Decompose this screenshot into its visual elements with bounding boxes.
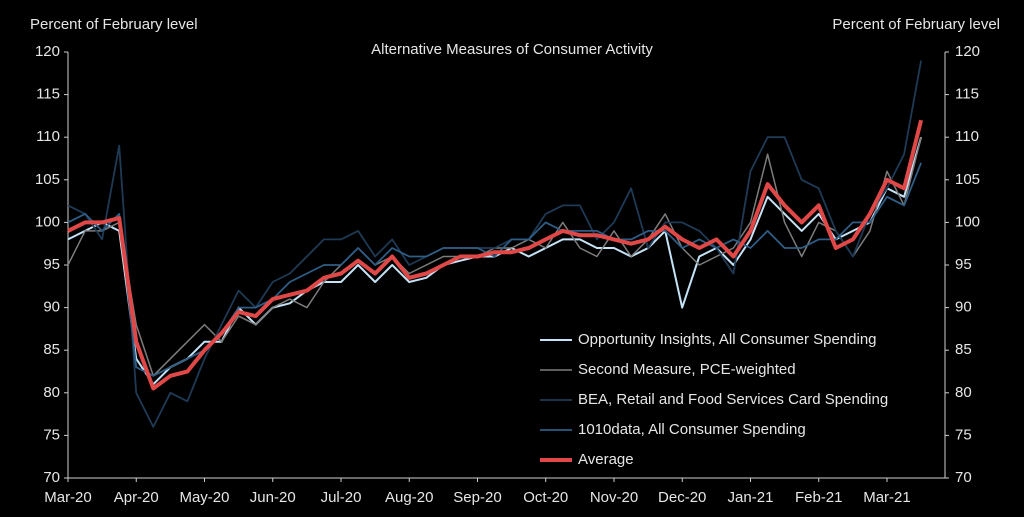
x-tick-label: Dec-20 xyxy=(658,489,706,506)
y-axis-label: Percent of February level xyxy=(30,16,198,33)
x-tick-label: Nov-20 xyxy=(590,489,638,506)
chart-title: Alternative Measures of Consumer Activit… xyxy=(371,41,653,58)
y2-tick-label: 120 xyxy=(955,43,980,60)
y-tick-label: 100 xyxy=(35,213,60,230)
x-tick-label: May-20 xyxy=(179,489,229,506)
legend-label: Opportunity Insights, All Consumer Spend… xyxy=(578,331,877,348)
series-line xyxy=(67,119,924,391)
y-tick-label: 85 xyxy=(43,341,60,358)
x-tick-label: Feb-21 xyxy=(795,489,843,506)
y2-axis-label: Percent of February level xyxy=(832,16,1000,33)
y-tick-label: 110 xyxy=(36,128,60,145)
y-tick-label: 75 xyxy=(43,426,60,443)
y-tick-label: 80 xyxy=(43,384,60,401)
y2-tick-label: 80 xyxy=(955,384,972,401)
x-tick-label: Oct-20 xyxy=(523,489,568,506)
y2-tick-label: 75 xyxy=(955,426,972,443)
y2-tick-label: 85 xyxy=(955,341,972,358)
y-tick-label: 95 xyxy=(43,256,60,273)
y2-tick-label: 115 xyxy=(955,86,979,103)
y-tick-label: 70 xyxy=(43,469,60,486)
y-tick-label: 115 xyxy=(36,86,60,103)
y-tick-label: 105 xyxy=(35,171,60,188)
y2-tick-label: 100 xyxy=(955,213,980,230)
x-tick-label: Jul-20 xyxy=(321,489,362,506)
legend-label: Second Measure, PCE-weighted xyxy=(578,361,796,378)
y2-tick-label: 90 xyxy=(955,299,972,316)
y-tick-label: 120 xyxy=(35,43,60,60)
y2-tick-label: 70 xyxy=(955,469,972,486)
x-tick-label: Sep-20 xyxy=(453,489,501,506)
y2-tick-label: 95 xyxy=(955,256,972,273)
y2-tick-label: 105 xyxy=(955,171,980,188)
legend-label: Average xyxy=(578,451,634,468)
legend-label: 1010data, All Consumer Spending xyxy=(578,421,806,438)
x-tick-label: Jan-21 xyxy=(728,489,774,506)
x-tick-label: Apr-20 xyxy=(114,489,159,506)
x-tick-label: Mar-21 xyxy=(863,489,911,506)
legend-label: BEA, Retail and Food Services Card Spend… xyxy=(578,391,888,408)
x-tick-label: Mar-20 xyxy=(44,489,92,506)
x-tick-label: Jun-20 xyxy=(250,489,296,506)
y2-tick-label: 110 xyxy=(955,128,979,145)
x-tick-label: Aug-20 xyxy=(385,489,433,506)
y-tick-label: 90 xyxy=(43,299,60,316)
